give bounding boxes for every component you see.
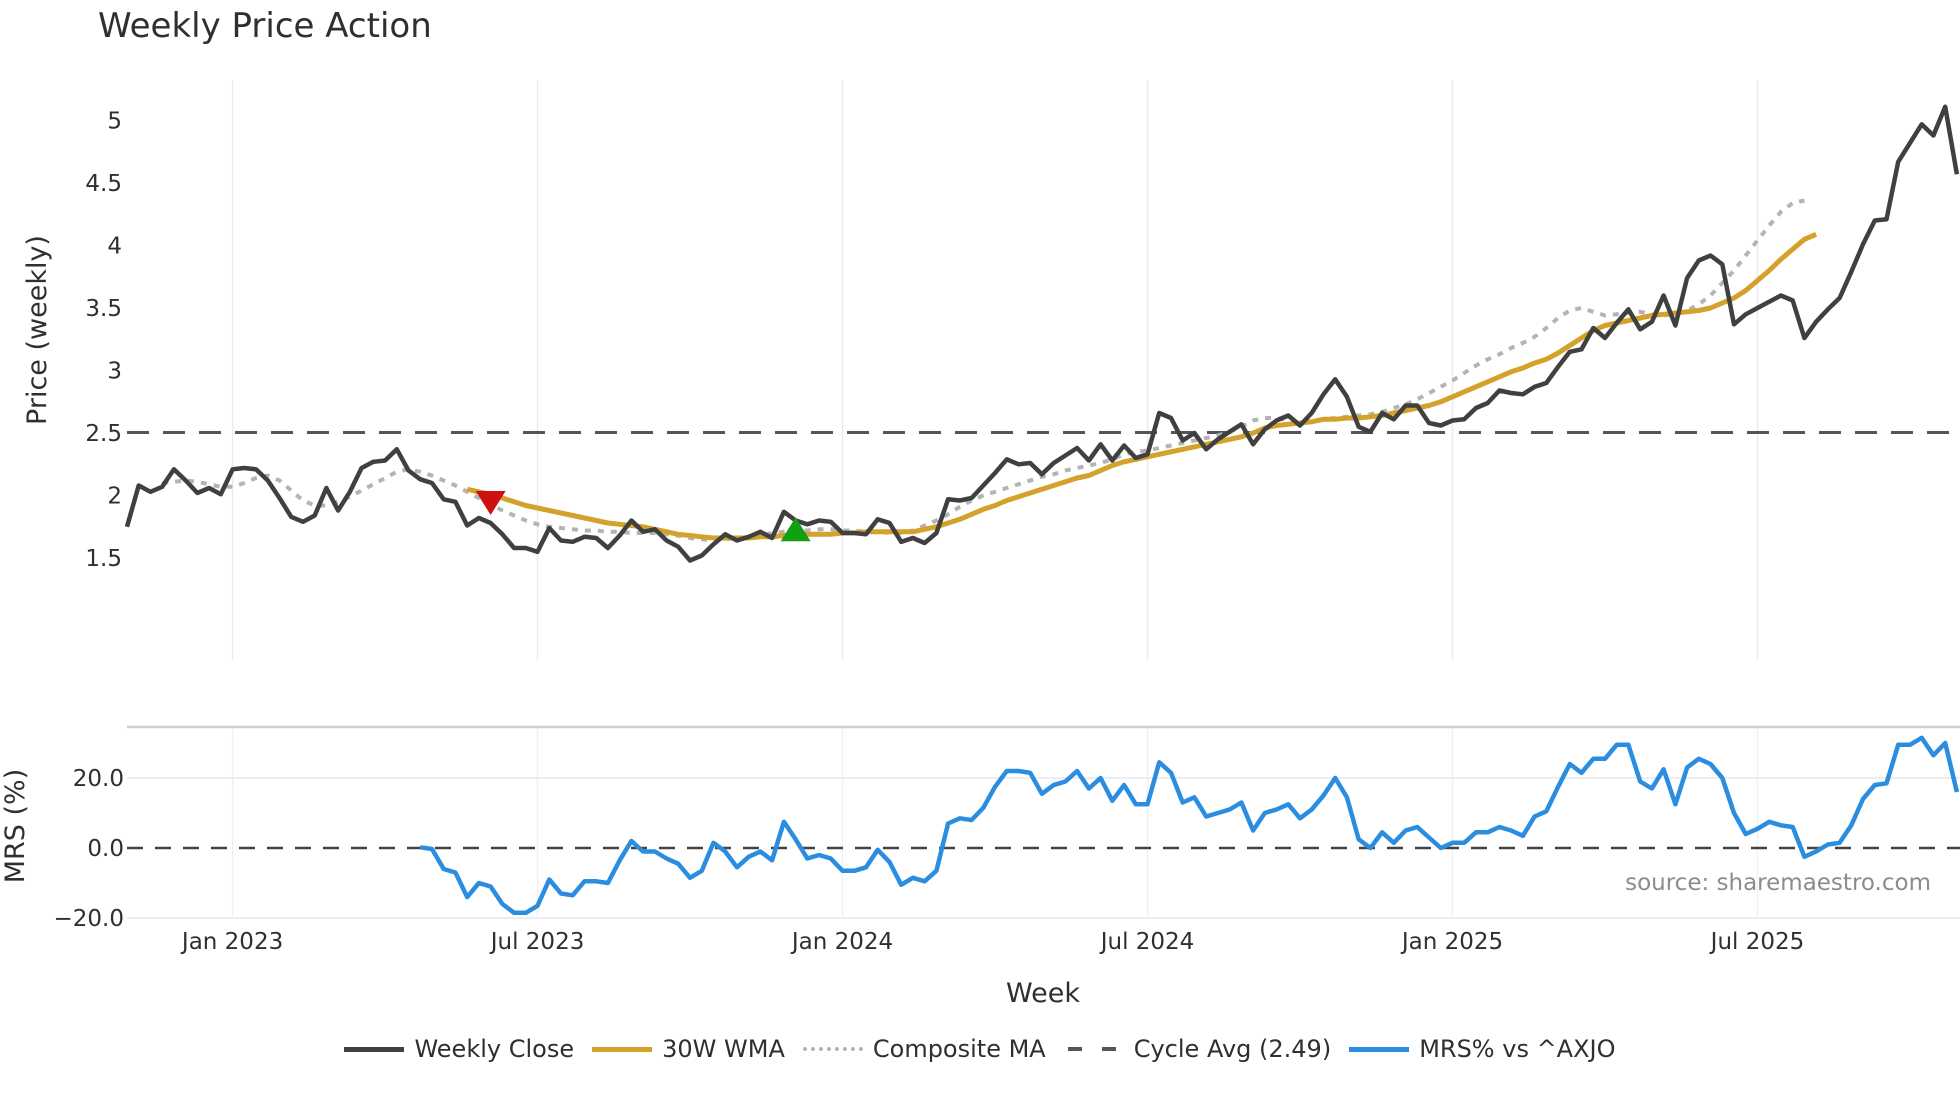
legend-label: 30W WMA — [662, 1035, 785, 1063]
legend-item[interactable]: 30W WMA — [592, 1035, 785, 1063]
mrs-axis-title: MRS (%) — [0, 769, 31, 884]
legend-swatch-icon — [592, 1046, 653, 1052]
mrs-line — [419, 735, 1960, 916]
x-tick-label: Jul 2023 — [489, 929, 585, 955]
legend-item[interactable]: Composite MA — [802, 1035, 1046, 1063]
gridlines — [127, 80, 1960, 919]
price-y-tick-label: 4 — [107, 234, 122, 260]
x-tick-label: Jan 2025 — [1400, 929, 1503, 955]
wma-30w-line — [466, 232, 1818, 541]
legend-swatch-icon — [344, 1046, 405, 1052]
x-tick-label: Jul 2025 — [1709, 929, 1805, 955]
legend: Weekly Close 30W WMA Composite MA Cycle Avg… — [0, 1035, 1960, 1063]
buy-signal-marker — [780, 517, 811, 542]
price-axis-title: Price (weekly) — [22, 235, 53, 425]
legend-item[interactable]: MRS% vs ^AXJO — [1349, 1035, 1616, 1063]
signal-markers — [475, 491, 811, 542]
legend-label: MRS% vs ^AXJO — [1419, 1035, 1616, 1063]
legend-swatch-icon — [802, 1047, 863, 1051]
composite-ma-line — [161, 198, 1805, 543]
weekly-close-line — [124, 104, 1960, 563]
legend-label: Cycle Avg (2.49) — [1133, 1035, 1332, 1063]
mrs-y-tick-label: −20.0 — [54, 906, 124, 932]
mrs-y-tick-label: 20.0 — [73, 766, 124, 792]
x-tick-label: Jul 2024 — [1099, 929, 1195, 955]
chart-area: Jan 2023 Jul 2023 Jan 2024 Jul 2024 Jan 2025… — [0, 80, 1960, 1009]
source-note: source: sharemaestro.com — [1625, 870, 1931, 896]
x-tick-label: Jan 2024 — [790, 929, 893, 955]
mrs-y-tick-label: 0.0 — [87, 836, 124, 862]
x-axis-title: Week — [1006, 978, 1080, 1009]
legend-label: Composite MA — [872, 1035, 1046, 1063]
chart-title: Weekly Price Action — [98, 6, 432, 46]
price-y-tick-label: 2.5 — [85, 421, 122, 447]
price-y-tick-label: 3.5 — [85, 296, 122, 322]
price-y-tick-label: 1.5 — [85, 546, 122, 572]
legend-swatch-icon — [1063, 1047, 1124, 1051]
axes: Jan 2023 Jul 2023 Jan 2024 Jul 2024 Jan 2025… — [54, 109, 1805, 956]
legend-item[interactable]: Cycle Avg (2.49) — [1063, 1035, 1332, 1063]
x-tick-label: Jan 2023 — [180, 929, 283, 955]
series — [124, 104, 1960, 916]
sell-signal-marker — [475, 491, 506, 515]
legend-label: Weekly Close — [414, 1035, 575, 1063]
price-y-tick-label: 2 — [107, 484, 122, 510]
legend-item[interactable]: Weekly Close — [344, 1035, 574, 1063]
legend-swatch-icon — [1349, 1046, 1410, 1052]
price-y-tick-label: 5 — [107, 109, 122, 135]
price-y-tick-label: 4.5 — [85, 171, 122, 197]
price-y-tick-label: 3 — [107, 359, 122, 385]
